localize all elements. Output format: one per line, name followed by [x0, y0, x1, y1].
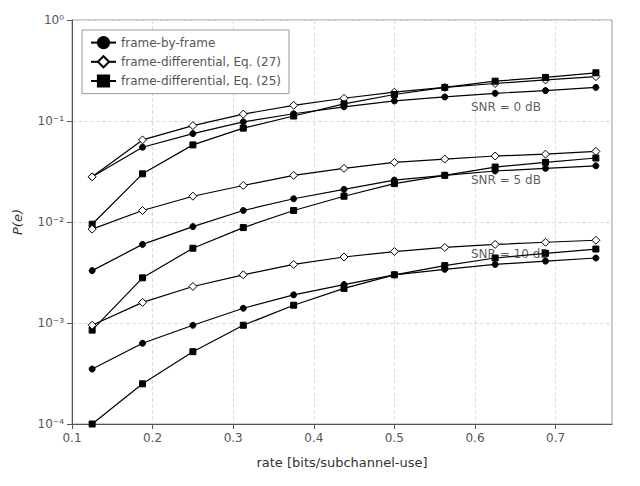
svg-text:SNR = 10 dB: SNR = 10 dB	[471, 247, 549, 262]
svg-text:0.1: 0.1	[62, 431, 81, 445]
svg-text:0.5: 0.5	[385, 431, 404, 445]
svg-text:10⁻³: 10⁻³	[38, 316, 65, 330]
svg-text:P(e): P(e)	[10, 209, 25, 235]
svg-text:frame-differential, Eq. (27): frame-differential, Eq. (27)	[121, 55, 281, 69]
svg-text:0.2: 0.2	[143, 431, 162, 445]
svg-text:0.3: 0.3	[224, 431, 243, 445]
svg-text:frame-by-frame: frame-by-frame	[121, 36, 215, 50]
svg-text:SNR = 0 dB: SNR = 0 dB	[471, 100, 541, 114]
svg-text:frame-differential, Eq. (25): frame-differential, Eq. (25)	[121, 74, 281, 88]
svg-text:10⁻²: 10⁻²	[38, 215, 65, 229]
svg-text:rate [bits/subchannel-use]: rate [bits/subchannel-use]	[256, 455, 427, 470]
svg-text:10⁰: 10⁰	[44, 13, 64, 27]
svg-text:10⁻⁴: 10⁻⁴	[38, 417, 65, 431]
svg-text:0.7: 0.7	[546, 431, 565, 445]
svg-text:0.6: 0.6	[465, 431, 484, 445]
svg-text:SNR = 5 dB: SNR = 5 dB	[471, 173, 541, 187]
svg-text:10⁻¹: 10⁻¹	[38, 114, 65, 128]
svg-text:0.4: 0.4	[304, 431, 323, 445]
